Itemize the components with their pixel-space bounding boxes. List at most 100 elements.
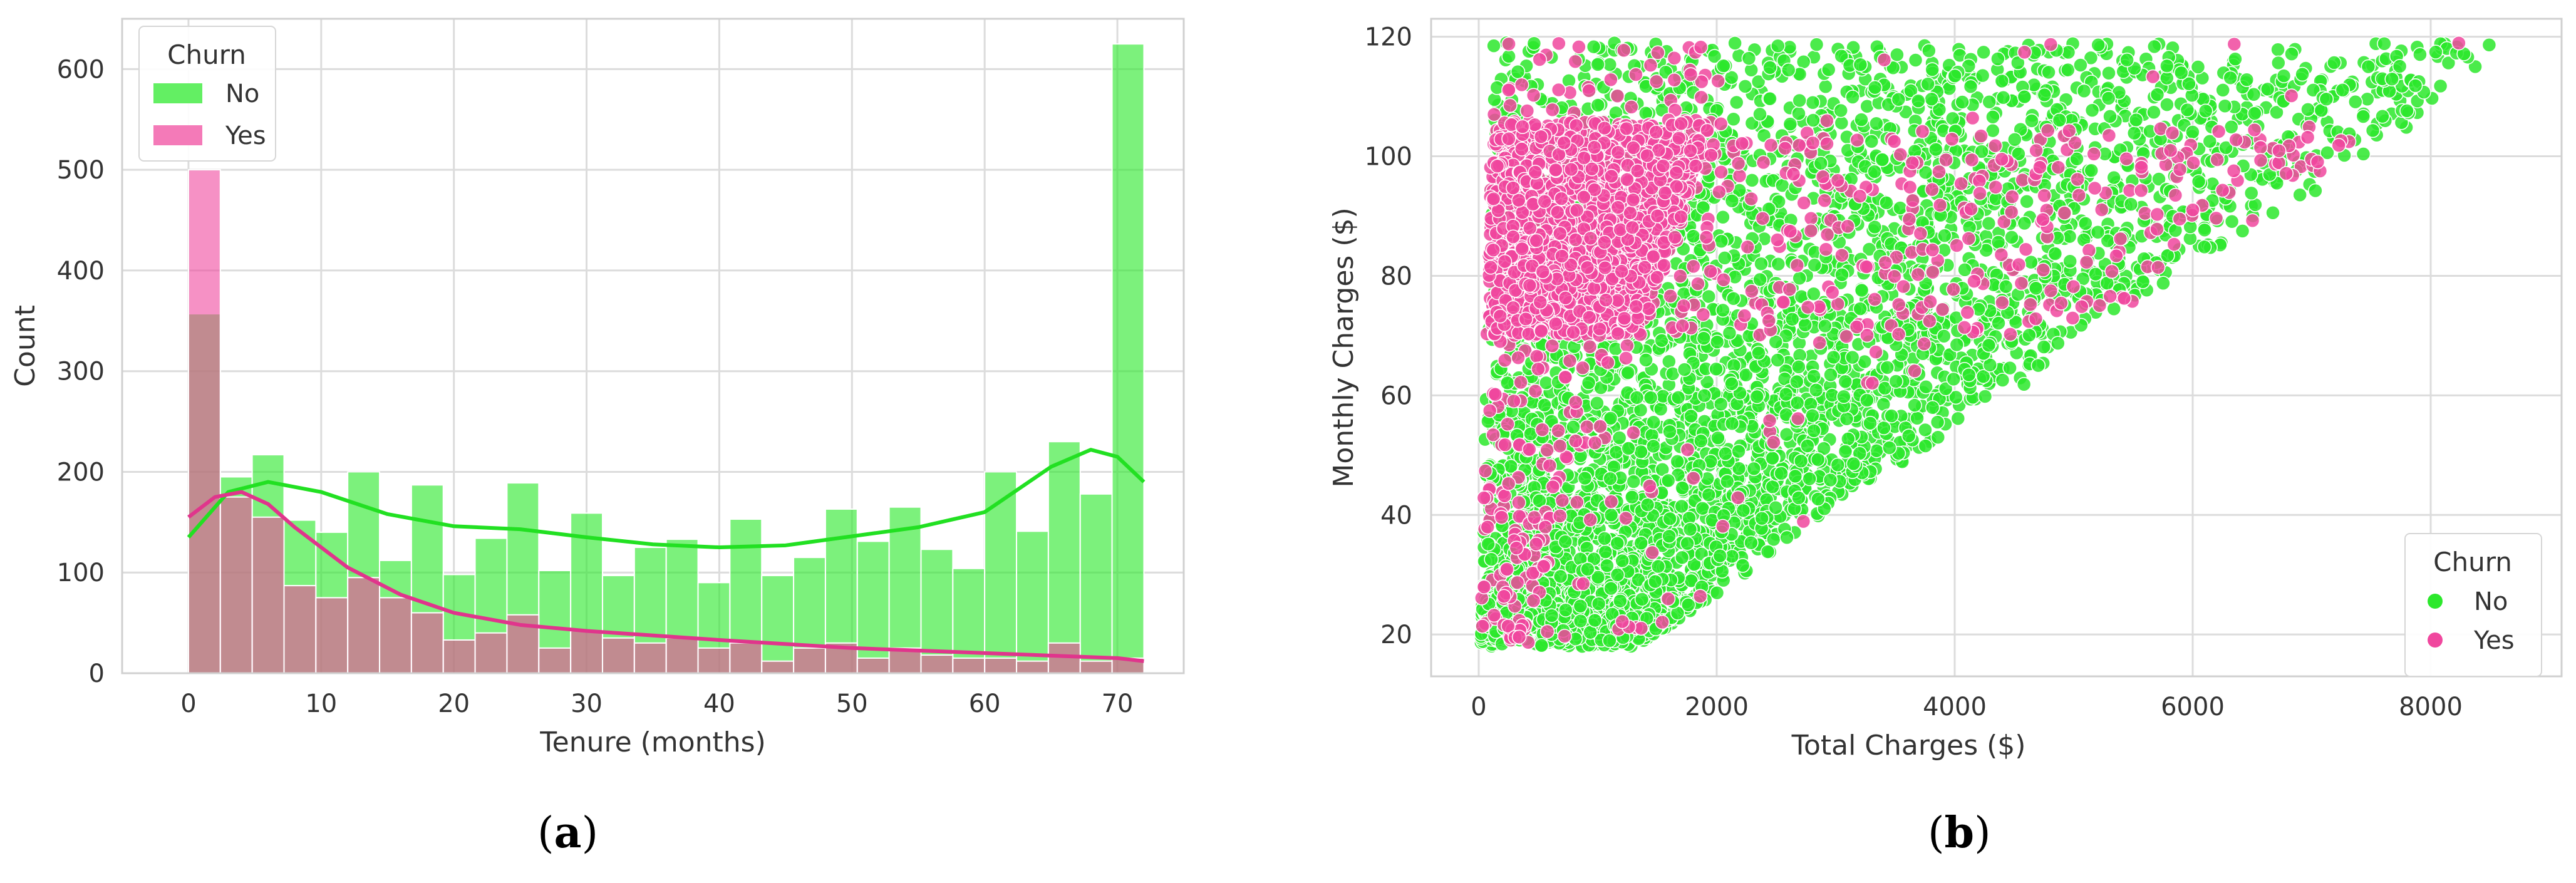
point-no bbox=[1808, 383, 1824, 398]
point-no bbox=[1853, 57, 1868, 72]
point-no bbox=[1945, 111, 1960, 127]
point-no bbox=[1771, 256, 1786, 272]
point-no bbox=[2308, 183, 2323, 199]
point-no bbox=[1834, 115, 1849, 131]
bar-yes bbox=[856, 657, 890, 674]
y-tick-label: 500 bbox=[57, 156, 105, 185]
y-tick-label: 200 bbox=[57, 458, 105, 487]
point-no bbox=[1744, 173, 1760, 188]
point-no bbox=[1558, 534, 1573, 549]
point-no bbox=[2224, 214, 2240, 229]
point-no bbox=[1888, 374, 1903, 389]
point-no bbox=[1685, 229, 1701, 244]
point-no bbox=[1955, 95, 1970, 110]
bar-no bbox=[856, 540, 890, 674]
point-no bbox=[1726, 111, 1741, 127]
point-no bbox=[1590, 57, 1605, 72]
point-no bbox=[1893, 200, 1908, 215]
point-no bbox=[1930, 415, 1945, 430]
point-no bbox=[1610, 567, 1625, 582]
point-no bbox=[1995, 373, 2010, 388]
point-no bbox=[1838, 444, 1853, 459]
point-no bbox=[2408, 78, 2423, 93]
point-no bbox=[2062, 254, 2077, 269]
point-no bbox=[1597, 531, 1612, 546]
bar-yes bbox=[984, 657, 1018, 674]
point-no bbox=[1675, 480, 1690, 495]
point-no bbox=[1869, 116, 1884, 132]
point-no bbox=[1991, 316, 2006, 331]
point-no bbox=[1867, 219, 1883, 235]
point-no bbox=[1752, 106, 1767, 122]
point-no bbox=[2149, 87, 2165, 102]
x-tick-label: 20 bbox=[438, 689, 470, 718]
point-no bbox=[2084, 103, 2100, 118]
bar-yes bbox=[410, 612, 444, 674]
bar-yes bbox=[538, 647, 572, 674]
point-no bbox=[1830, 457, 1846, 473]
point-no bbox=[1976, 44, 1991, 60]
point-no bbox=[2069, 151, 2084, 167]
point-no bbox=[2217, 98, 2233, 113]
point-no bbox=[1710, 334, 1725, 349]
point-no bbox=[1924, 91, 1939, 106]
point-no bbox=[2146, 105, 2161, 120]
point-no bbox=[1670, 390, 1686, 405]
point-no bbox=[1838, 374, 1853, 389]
bar-no bbox=[1079, 493, 1113, 674]
point-no bbox=[1957, 262, 1972, 277]
point-no bbox=[1818, 79, 1833, 95]
plot-frame bbox=[121, 18, 1185, 674]
point-no bbox=[1994, 73, 2010, 89]
point-no bbox=[1765, 479, 1780, 495]
point-no bbox=[2106, 170, 2121, 185]
point-no bbox=[1766, 532, 1781, 547]
bar-yes bbox=[952, 657, 986, 674]
point-no bbox=[1963, 79, 1979, 95]
point-no bbox=[2292, 187, 2307, 202]
bar-yes bbox=[251, 516, 285, 674]
point-no bbox=[2365, 123, 2381, 138]
point-no bbox=[1796, 54, 1811, 70]
point-no bbox=[1638, 353, 1653, 368]
point-no bbox=[1701, 289, 1717, 304]
bar-no bbox=[888, 506, 922, 674]
point-no bbox=[1741, 51, 1757, 66]
point-no bbox=[1770, 38, 1786, 53]
point-no bbox=[2223, 70, 2238, 86]
bar-yes bbox=[1079, 660, 1113, 674]
point-no bbox=[1990, 51, 2005, 66]
point-no bbox=[2348, 94, 2363, 110]
point-no bbox=[1950, 411, 1966, 426]
bar-no bbox=[952, 567, 986, 674]
point-no bbox=[1537, 397, 1552, 413]
point-no bbox=[1735, 503, 1751, 519]
point-no bbox=[2247, 106, 2262, 121]
point-no bbox=[1674, 550, 1690, 565]
point-no bbox=[1751, 345, 1766, 361]
point-no bbox=[2073, 58, 2088, 73]
point-no bbox=[2356, 109, 2371, 124]
point-no bbox=[2260, 81, 2275, 97]
bar-yes bbox=[633, 642, 667, 674]
point-no bbox=[2090, 224, 2106, 240]
bar-no bbox=[1111, 43, 1145, 674]
point-no bbox=[1821, 62, 1836, 77]
point-no bbox=[2078, 216, 2093, 231]
point-no bbox=[1806, 369, 1821, 384]
point-no bbox=[1833, 103, 1848, 118]
point-no bbox=[1857, 354, 1872, 369]
point-no bbox=[2123, 197, 2139, 212]
point-no bbox=[1724, 194, 1740, 209]
point-no bbox=[1793, 453, 1809, 468]
point-no bbox=[1947, 68, 1963, 84]
point-no bbox=[1694, 433, 1709, 448]
point-no bbox=[1754, 511, 1769, 526]
point-no bbox=[1715, 209, 1730, 225]
point-no bbox=[1823, 367, 1838, 383]
x-tick-label: 10 bbox=[305, 689, 337, 718]
point-no bbox=[2265, 205, 2280, 220]
point-no bbox=[2185, 125, 2200, 140]
